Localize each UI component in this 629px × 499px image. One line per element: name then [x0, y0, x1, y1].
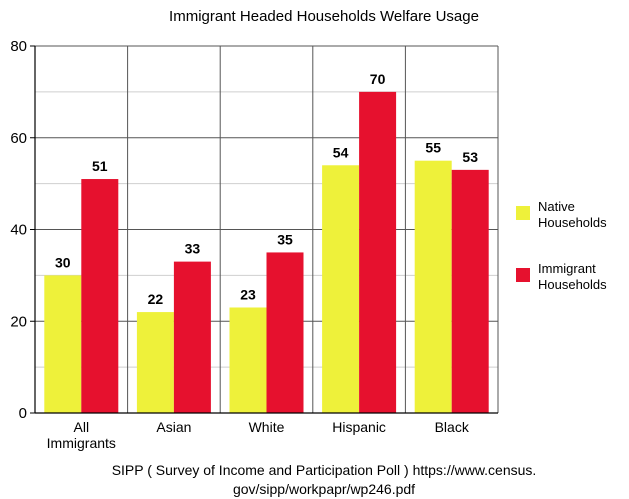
data-label: 22	[148, 291, 164, 307]
x-tick-label: Asian	[156, 419, 191, 435]
bar-native	[229, 307, 267, 413]
data-label: 54	[333, 144, 349, 160]
data-label: 55	[425, 140, 441, 156]
bar-native	[322, 165, 360, 413]
data-label: 53	[462, 149, 478, 165]
bar-immigrant	[173, 261, 211, 413]
legend-swatch	[516, 268, 530, 282]
y-tick-label: 20	[10, 313, 27, 330]
legend-label: Immigrant Households	[538, 261, 607, 292]
source-line-2: gov/sipp/workpapr/wp246.pdf	[233, 481, 415, 497]
source-line-1: SIPP ( Survey of Income and Participatio…	[112, 462, 537, 478]
y-tick-label: 0	[19, 405, 27, 422]
data-labels: 30 51 22 33 23 35 54 70 55 53	[55, 71, 478, 307]
x-tick-label: Hispanic	[332, 419, 386, 435]
bars	[44, 91, 489, 413]
y-tick-label: 60	[10, 130, 27, 147]
bar-immigrant	[359, 91, 397, 413]
x-tick-label: All Immigrants	[47, 419, 116, 451]
data-label: 51	[92, 158, 108, 174]
data-label: 30	[55, 254, 71, 270]
bar-native	[414, 160, 452, 413]
y-tick-label: 40	[10, 222, 27, 239]
data-label: 70	[370, 71, 386, 87]
legend: Native Households Immigrant Households	[516, 199, 607, 292]
chart-title: Immigrant Headed Households Welfare Usag…	[169, 8, 479, 25]
data-label: 33	[185, 241, 201, 257]
bar-native	[136, 312, 174, 413]
x-tick-label: Black	[435, 419, 470, 435]
bar-immigrant	[451, 169, 489, 413]
legend-swatch	[516, 206, 530, 220]
bar-immigrant	[266, 252, 304, 413]
x-tick-label: White	[249, 419, 285, 435]
legend-label: Native Households	[538, 199, 607, 230]
bar-immigrant	[81, 179, 119, 413]
data-label: 23	[240, 286, 256, 302]
bar-native	[44, 275, 82, 413]
data-label: 35	[277, 231, 293, 247]
y-tick-label: 80	[10, 38, 27, 55]
axes: All Immigrants Asian White Hispanic Black 0 20 4…	[10, 38, 498, 451]
